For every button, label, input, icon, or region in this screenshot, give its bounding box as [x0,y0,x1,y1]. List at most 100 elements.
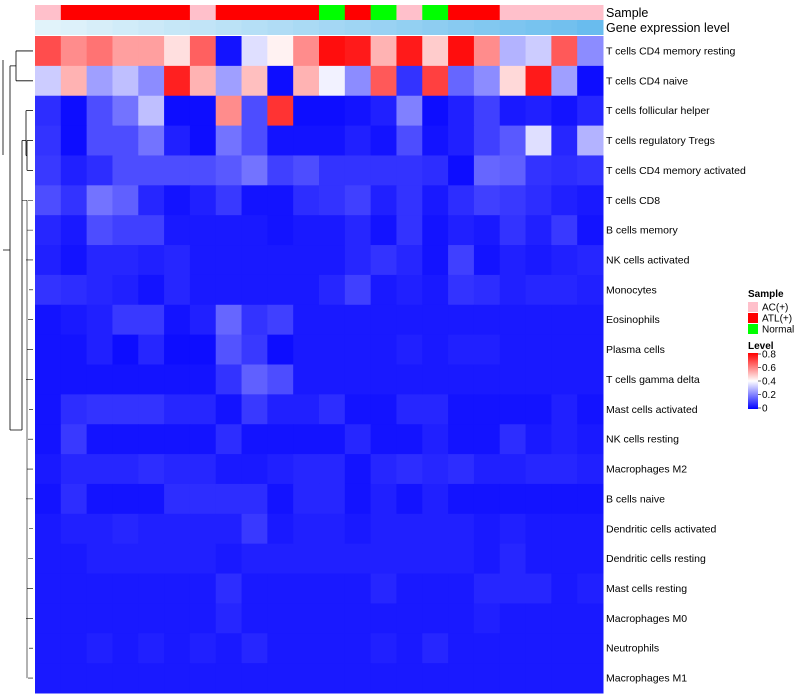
expression-annotation-cell [396,20,423,35]
heatmap-cell [344,394,372,425]
heatmap-cell [370,334,397,365]
heatmap-cell [60,424,88,455]
expression-annotation-cell [138,20,165,35]
legend-sample: Sample AC(+)ATL(+)Normal [748,289,794,336]
heatmap-cell [189,65,217,97]
heatmap-cell [499,334,527,365]
heatmap-cell [189,543,217,575]
expression-annotation-cell [267,20,294,35]
heatmap-cell [86,36,113,67]
heatmap-cell [164,513,191,545]
heatmap-cell [35,215,62,246]
heatmap-cell [499,65,527,97]
heatmap-cell [189,304,217,336]
expression-annotation-cell [370,20,397,35]
heatmap-cell [525,424,552,455]
sample-annotation-cell [370,5,397,20]
heatmap-cell [86,274,113,306]
row-label: T cells CD4 memory resting [606,45,735,57]
heatmap-cell [164,155,191,186]
heatmap-cell [164,95,191,127]
sample-annotation-cell [473,5,501,20]
legend-level-tick-label: 0.4 [762,377,776,388]
heatmap-cell [241,36,268,67]
heatmap-cell [241,304,268,336]
heatmap-cell [267,513,294,545]
sample-annotation-cell [293,5,320,20]
heatmap-cell [525,483,552,515]
heatmap-cell [138,36,165,67]
heatmap-cell [473,125,501,156]
heatmap-cell [138,633,165,664]
expression-annotation-cell [35,20,62,35]
heatmap-cell [241,424,268,455]
dendrogram-leaves [22,199,33,679]
heatmap-cell [370,603,397,634]
heatmap-cell [473,663,501,694]
heatmap-cell [422,543,449,575]
heatmap-cell [215,513,243,545]
heatmap-cell [551,95,578,127]
heatmap-cell [448,155,475,186]
heatmap-cell [396,424,423,455]
expression-annotation-cell [112,20,139,35]
heatmap-cell [241,394,268,425]
sample-annotation-cell [35,5,62,20]
heatmap-cell [370,245,397,276]
sample-annotation-cell [60,5,88,20]
heatmap-cell [267,424,294,455]
sample-annotation-cell [319,5,346,20]
heatmap-cell [164,424,191,455]
heatmap-cell [525,454,552,485]
heatmap-cell [577,274,604,306]
legend-sample-label: Normal [762,325,794,336]
heatmap-cell [189,573,217,604]
heatmap-cell [525,603,552,634]
heatmap-cell [319,65,346,97]
heatmap-cell [551,274,578,306]
heatmap-cell [319,364,346,395]
heatmap-cell [112,663,139,694]
heatmap-cell [422,245,449,276]
expression-annotation-cell [189,20,217,35]
heatmap-cell [422,424,449,455]
row-label: T cells follicular helper [606,105,710,117]
heatmap-cell [60,454,88,485]
heatmap-cell [35,394,62,425]
heatmap-cell [112,543,139,575]
heatmap-cell [448,36,475,67]
heatmap-cell [293,36,320,67]
heatmap-cell [448,125,475,156]
heatmap-cell [164,573,191,604]
heatmap-cell [138,65,165,97]
heatmap-cell [241,543,268,575]
heatmap-cell [370,125,397,156]
heatmap-cell [138,663,165,694]
heatmap-cell [319,304,346,336]
heatmap-cell [551,364,578,395]
heatmap-cell [448,454,475,485]
heatmap-cell [370,215,397,246]
heatmap-cell [422,304,449,336]
heatmap-cell [396,633,423,664]
heatmap-cell [241,245,268,276]
heatmap-cell [499,215,527,246]
heatmap-cell [319,424,346,455]
heatmap-cell [473,454,501,485]
heatmap-cell [499,663,527,694]
heatmap-cell [319,274,346,306]
row-label: Mast cells activated [606,404,698,416]
heatmap-cell [189,185,217,216]
heatmap-cell [267,65,294,97]
heatmap-cell [293,364,320,395]
heatmap-cell [344,454,372,485]
heatmap-cell [189,36,217,67]
legend-sample-swatch [748,302,758,312]
heatmap-cell [344,304,372,336]
heatmap-cell [396,274,423,306]
heatmap-cell [370,36,397,67]
heatmap-cell [370,633,397,664]
heatmap-cell [164,543,191,575]
expression-annotation-cell [525,20,552,35]
heatmap-cell [241,364,268,395]
